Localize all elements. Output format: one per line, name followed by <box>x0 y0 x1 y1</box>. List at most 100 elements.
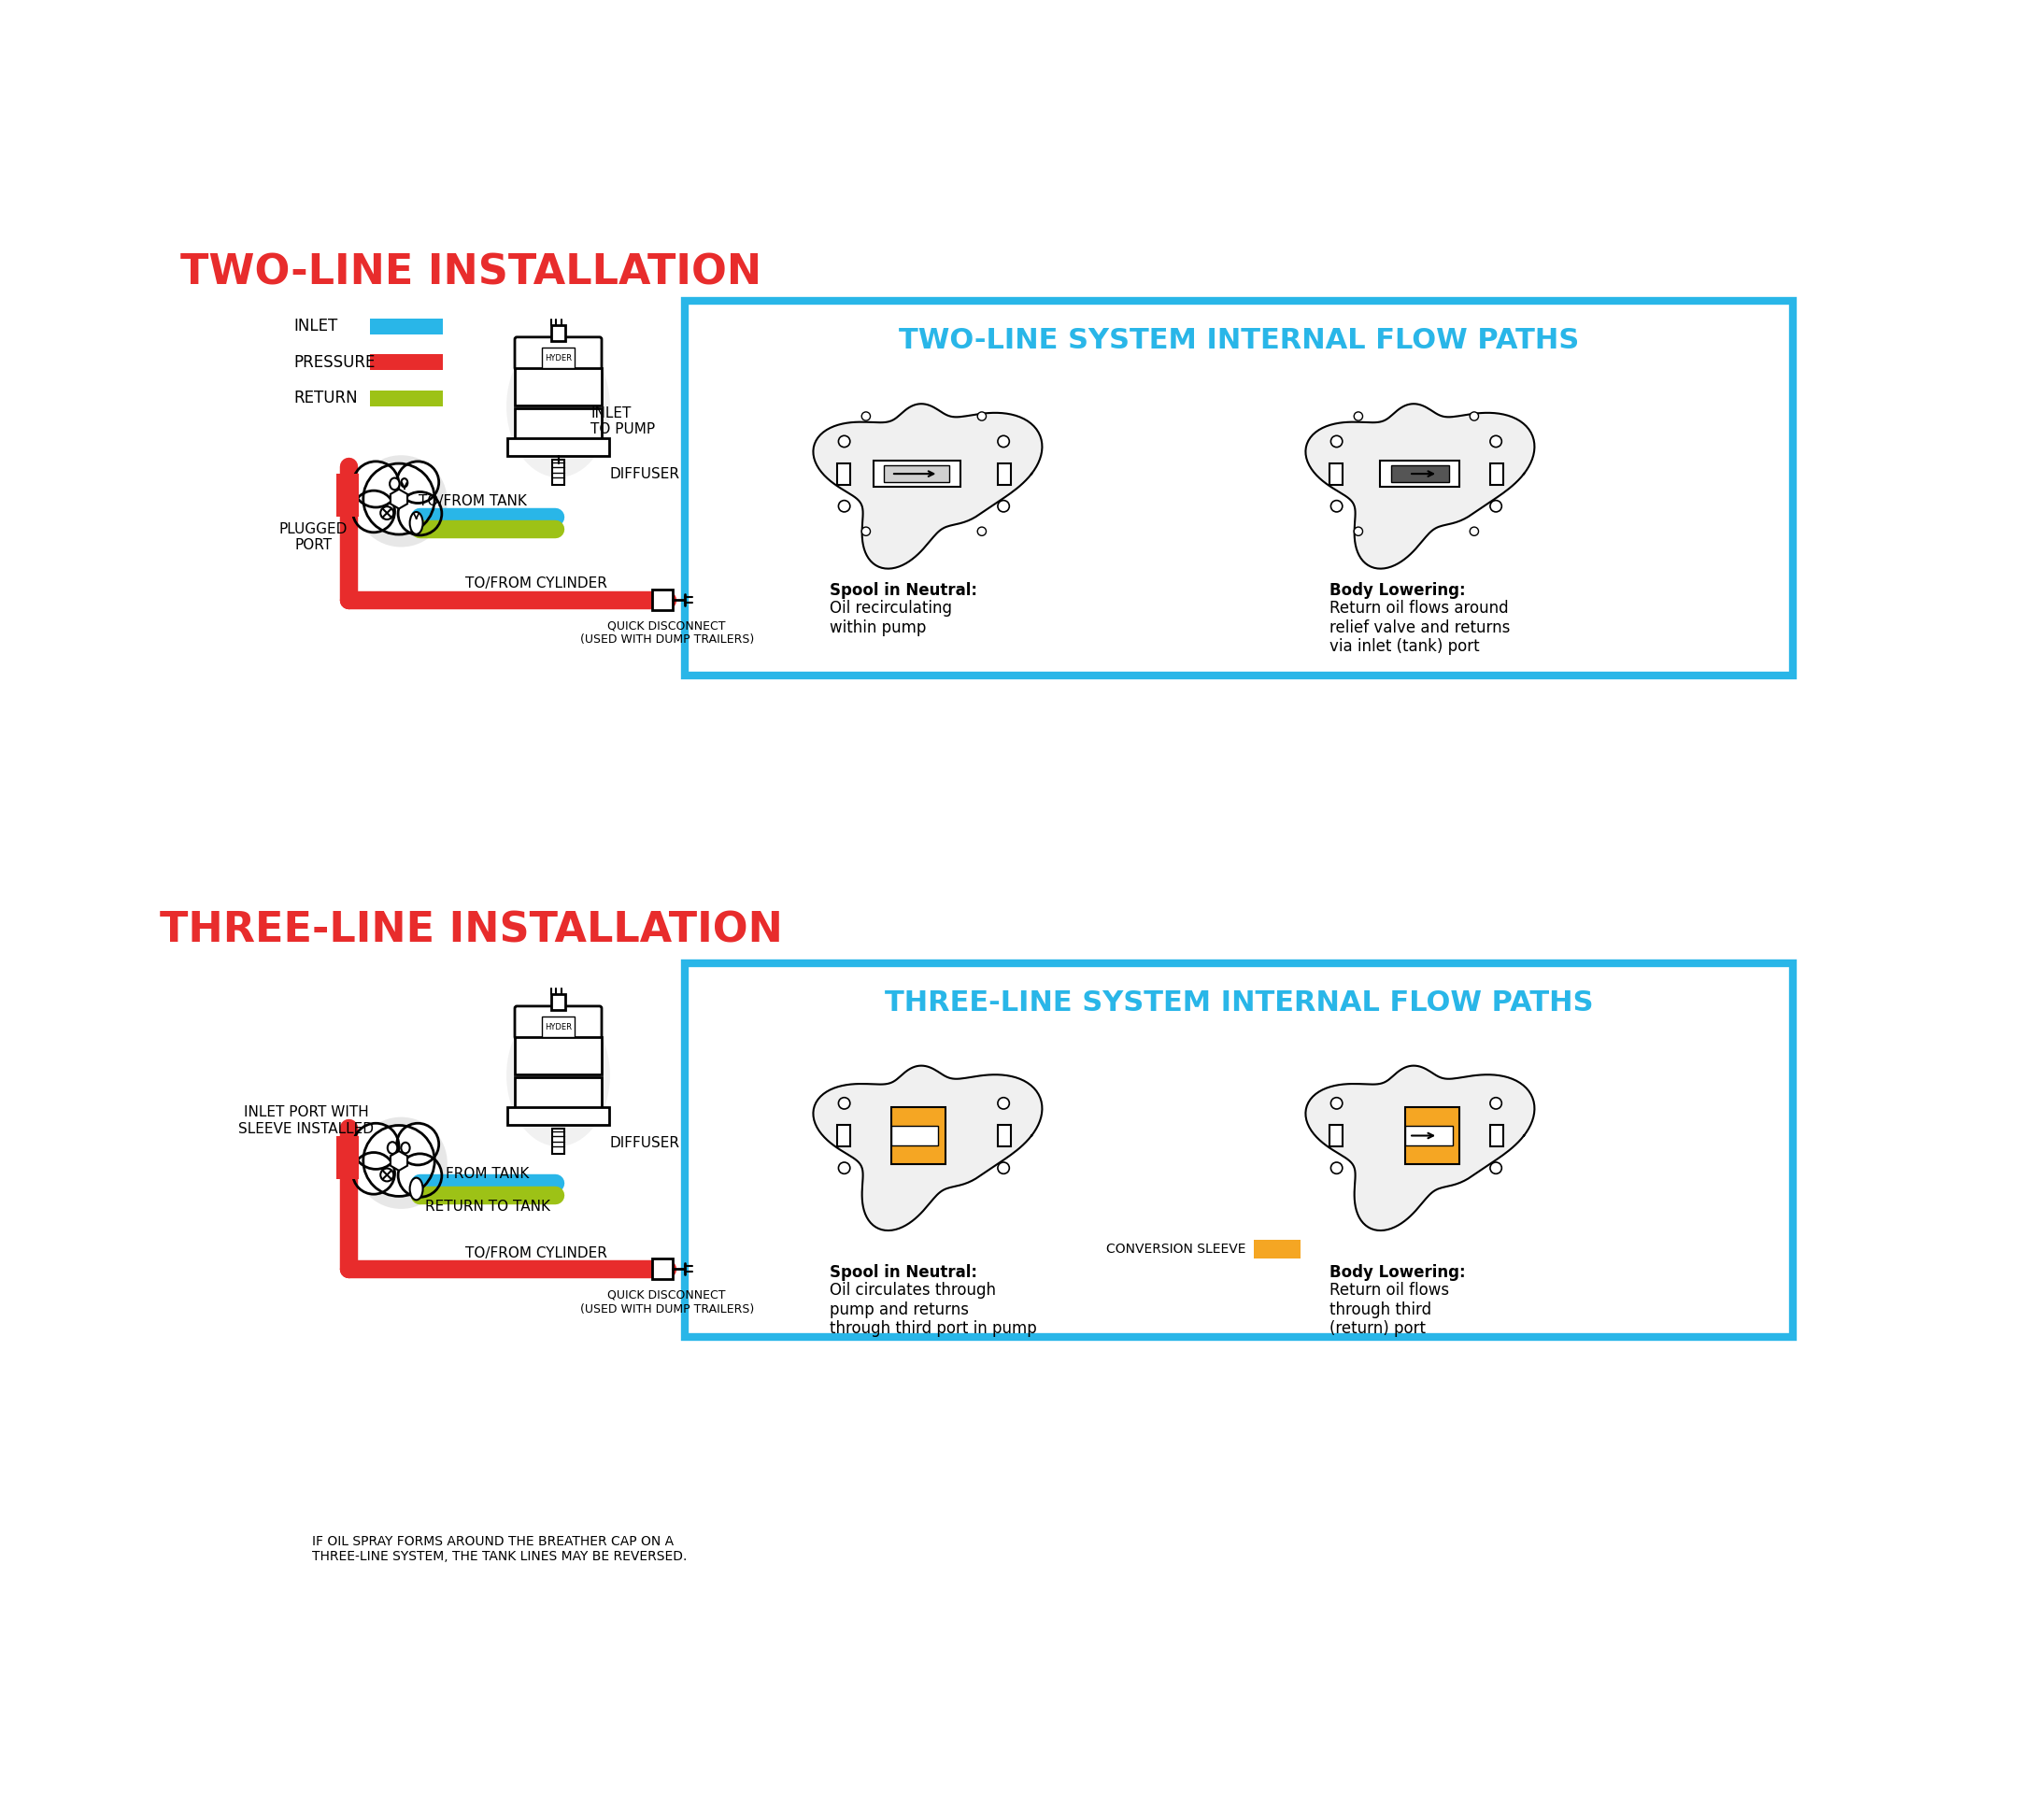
Bar <box>1405 1125 1452 1147</box>
Bar <box>551 326 565 340</box>
Text: Return oil flows
through third
(return) port: Return oil flows through third (return) … <box>1330 1281 1450 1338</box>
Circle shape <box>998 435 1008 448</box>
Text: HYDER: HYDER <box>545 1023 571 1032</box>
Bar <box>514 1037 602 1076</box>
Text: Oil recirculating
within pump: Oil recirculating within pump <box>829 599 951 635</box>
Ellipse shape <box>411 511 423 533</box>
Circle shape <box>1470 528 1478 535</box>
Text: IF OIL SPRAY FORMS AROUND THE BREATHER CAP ON A
THREE-LINE SYSTEM, THE TANK LINE: IF OIL SPRAY FORMS AROUND THE BREATHER C… <box>311 1534 687 1563</box>
Circle shape <box>1490 501 1502 511</box>
Circle shape <box>396 462 439 502</box>
Polygon shape <box>813 404 1043 568</box>
Circle shape <box>1490 1163 1502 1174</box>
Ellipse shape <box>506 1005 610 1147</box>
Ellipse shape <box>390 479 398 490</box>
Text: Body Lowering:: Body Lowering: <box>1330 582 1466 599</box>
Bar <box>838 462 850 484</box>
Bar <box>653 590 673 610</box>
Bar <box>553 459 563 484</box>
Bar <box>551 994 565 1010</box>
Polygon shape <box>390 1150 407 1170</box>
Text: HYDER: HYDER <box>545 353 571 362</box>
Circle shape <box>862 528 870 535</box>
Circle shape <box>396 1123 439 1165</box>
Polygon shape <box>813 1067 1043 1230</box>
Circle shape <box>1332 1163 1342 1174</box>
Ellipse shape <box>411 1178 423 1199</box>
Bar <box>337 473 358 517</box>
Circle shape <box>998 501 1008 511</box>
Circle shape <box>398 1154 441 1198</box>
Bar <box>1405 1107 1460 1165</box>
Circle shape <box>354 1152 394 1194</box>
Circle shape <box>978 411 986 420</box>
Circle shape <box>364 1125 435 1196</box>
Circle shape <box>1332 1097 1342 1108</box>
Text: DIFFUSER: DIFFUSER <box>610 1136 681 1150</box>
Circle shape <box>838 501 850 511</box>
Text: TO/FROM TANK: TO/FROM TANK <box>419 493 527 508</box>
Circle shape <box>1332 435 1342 448</box>
Text: Body Lowering:: Body Lowering: <box>1330 1263 1466 1281</box>
Bar <box>1490 1125 1502 1147</box>
Circle shape <box>978 528 986 535</box>
Bar <box>514 408 602 446</box>
Text: DIFFUSER: DIFFUSER <box>610 466 681 480</box>
Bar <box>685 300 1793 675</box>
Text: RETURN TO TANK: RETURN TO TANK <box>425 1199 549 1214</box>
Bar <box>508 439 610 455</box>
Circle shape <box>354 462 398 508</box>
Bar <box>884 466 949 482</box>
Text: PRESSURE: PRESSURE <box>295 353 376 371</box>
Bar <box>370 389 443 406</box>
Bar <box>890 1125 939 1147</box>
Circle shape <box>354 1123 398 1168</box>
Ellipse shape <box>388 1141 396 1154</box>
Bar <box>514 1077 602 1116</box>
Text: PLUGGED
PORT: PLUGGED PORT <box>279 522 348 551</box>
Circle shape <box>380 506 394 519</box>
Polygon shape <box>1305 404 1535 568</box>
Text: INLET: INLET <box>295 318 337 335</box>
Bar <box>543 348 573 368</box>
Bar <box>543 1017 573 1037</box>
Circle shape <box>838 1097 850 1108</box>
Text: TO/FROM CYLINDER: TO/FROM CYLINDER <box>466 1247 608 1259</box>
Bar <box>890 1107 945 1165</box>
Polygon shape <box>390 490 407 508</box>
Text: INLET PORT WITH
SLEEVE INSTALLED: INLET PORT WITH SLEEVE INSTALLED <box>238 1105 374 1136</box>
Circle shape <box>1470 411 1478 420</box>
Text: Spool in Neutral:: Spool in Neutral: <box>829 582 978 599</box>
Bar <box>1391 466 1450 482</box>
Text: INLET
TO PUMP: INLET TO PUMP <box>592 406 655 437</box>
Ellipse shape <box>401 479 409 488</box>
Circle shape <box>1354 528 1362 535</box>
Circle shape <box>1490 1097 1502 1108</box>
Circle shape <box>998 1097 1008 1108</box>
Polygon shape <box>1305 1067 1535 1230</box>
Bar <box>685 963 1793 1338</box>
Bar <box>1330 1125 1342 1147</box>
Ellipse shape <box>401 1143 411 1154</box>
FancyBboxPatch shape <box>514 1006 602 1039</box>
Bar <box>337 1136 358 1179</box>
Bar <box>1380 460 1460 486</box>
Text: RETURN: RETURN <box>295 389 358 406</box>
FancyBboxPatch shape <box>514 337 602 369</box>
Bar <box>1490 462 1502 484</box>
Text: QUICK DISCONNECT
(USED WITH DUMP TRAILERS): QUICK DISCONNECT (USED WITH DUMP TRAILER… <box>579 1289 754 1316</box>
Circle shape <box>1490 435 1502 448</box>
Bar <box>553 1128 563 1154</box>
Circle shape <box>398 491 441 535</box>
Text: Oil circulates through
pump and returns
through third port in pump: Oil circulates through pump and returns … <box>829 1281 1037 1338</box>
Circle shape <box>862 411 870 420</box>
Circle shape <box>1332 501 1342 511</box>
Bar <box>370 318 443 335</box>
Circle shape <box>998 1163 1008 1174</box>
Circle shape <box>354 491 394 531</box>
Circle shape <box>364 464 435 535</box>
Bar <box>1405 1107 1460 1165</box>
Text: THREE-LINE INSTALLATION: THREE-LINE INSTALLATION <box>161 910 783 950</box>
Bar <box>1252 1239 1301 1259</box>
Text: CONVERSION SLEEVE: CONVERSION SLEEVE <box>1106 1243 1246 1256</box>
